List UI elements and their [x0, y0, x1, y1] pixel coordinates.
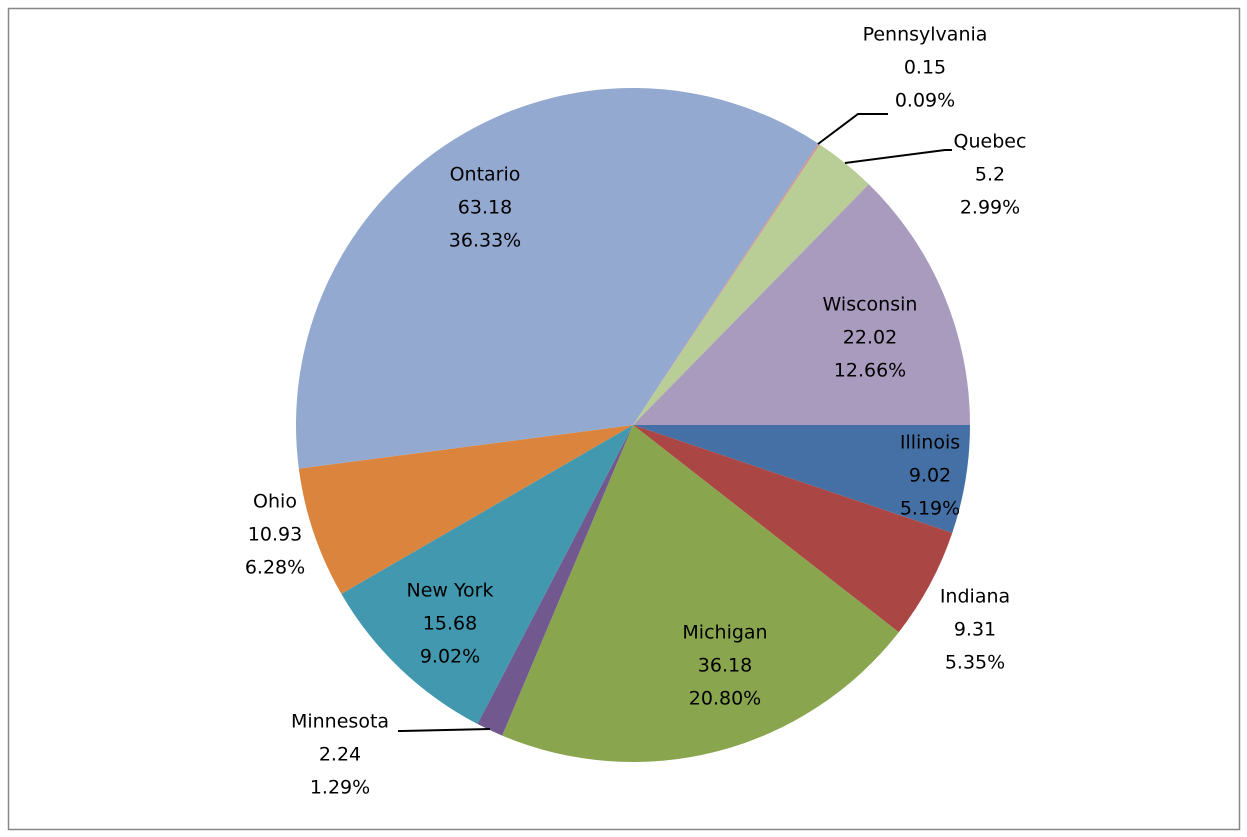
slice-label-name: Michigan	[682, 622, 767, 644]
pie-slice	[633, 425, 970, 533]
slice-label-name: Pennsylvania	[863, 24, 988, 46]
slice-label-percent: 12.66%	[834, 360, 906, 382]
slice-label-value: 9.02	[909, 465, 951, 487]
slice-label-name: Illinois	[900, 432, 960, 454]
leader-line	[398, 728, 491, 732]
pie-slice	[341, 425, 633, 724]
pie-slice	[298, 425, 633, 594]
slice-label-value: 15.68	[423, 613, 477, 635]
slice-label-percent: 20.80%	[689, 688, 761, 710]
slice-label-name: Wisconsin	[823, 294, 918, 316]
leader-line	[844, 149, 952, 164]
pie-slice	[633, 144, 869, 426]
slice-label-name: Ontario	[450, 164, 521, 186]
pie-slice	[633, 425, 953, 633]
slice-label-percent: 2.99%	[960, 197, 1020, 219]
slice-label-percent: 6.28%	[245, 557, 305, 579]
slice-label-percent: 5.19%	[900, 498, 960, 520]
slice-label-value: 0.15	[904, 57, 946, 79]
slice-label-value: 36.18	[698, 655, 752, 677]
slice-label-value: 10.93	[248, 524, 302, 546]
pie-slice	[477, 425, 633, 736]
pie	[296, 88, 970, 762]
slice-label-name: New York	[406, 580, 493, 602]
pie-slice	[633, 143, 820, 425]
labels: Illinois 9.02 5.19% Indiana 9.31 5.35% Michiga…	[245, 24, 1027, 799]
slice-label-value: 22.02	[843, 327, 897, 349]
slice-label-value: 5.2	[975, 164, 1005, 186]
slice-label-name: Ohio	[253, 491, 297, 513]
slice-label-value: 9.31	[954, 619, 996, 641]
slice-label-percent: 36.33%	[449, 230, 521, 252]
leader-line	[817, 113, 888, 145]
pie-slice	[296, 88, 819, 469]
slice-label-percent: 5.35%	[945, 652, 1005, 674]
slice-label-value: 63.18	[458, 197, 512, 219]
slice-label-name: Indiana	[940, 586, 1010, 608]
slice-label-name: Minnesota	[291, 711, 389, 733]
pie-slice	[633, 184, 970, 425]
slice-label-percent: 9.02%	[420, 646, 480, 668]
slice-label-name: Quebec	[954, 131, 1027, 153]
slice-label-percent: 0.09%	[895, 90, 955, 112]
slice-label-percent: 1.29%	[310, 777, 370, 799]
pie-slice	[502, 425, 899, 762]
slice-label-value: 2.24	[319, 744, 361, 766]
